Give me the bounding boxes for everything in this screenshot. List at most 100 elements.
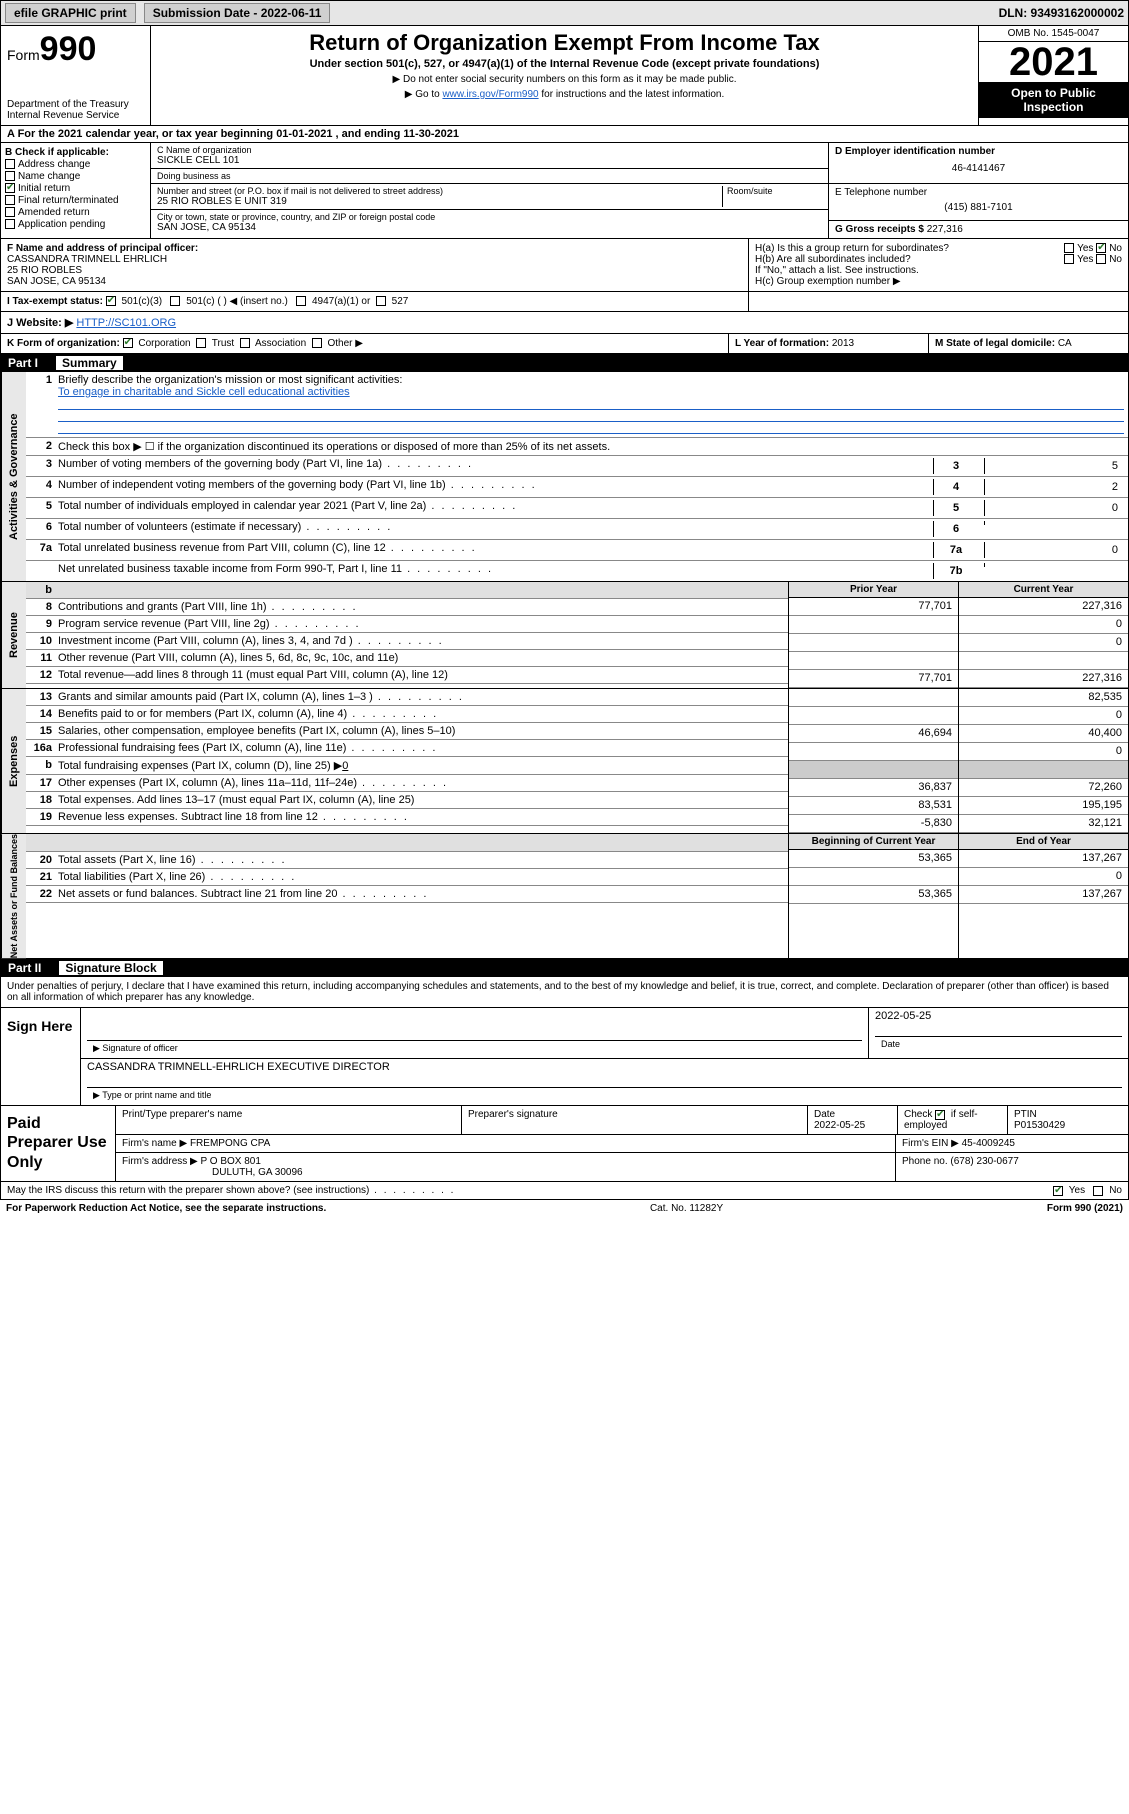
r10: Investment income (Part VIII, column (A)… — [58, 635, 784, 647]
firm-ein-label: Firm's EIN ▶ — [902, 1138, 959, 1149]
chk-discuss-yes[interactable] — [1053, 1186, 1063, 1196]
exp-p-19: -5,830 — [789, 815, 958, 833]
chk-501c[interactable] — [170, 296, 180, 306]
exp-p-14 — [789, 707, 958, 725]
chk-discuss-no[interactable] — [1093, 1186, 1103, 1196]
rev-p-9 — [789, 616, 958, 634]
q5-text: Total number of individuals employed in … — [58, 500, 927, 512]
r9: Program service revenue (Part VIII, line… — [58, 618, 784, 630]
row-i-tax-status: I Tax-exempt status: 501(c)(3) 501(c) ( … — [0, 292, 1129, 312]
exp-p-17: 36,837 — [789, 779, 958, 797]
room-label: Room/suite — [727, 186, 822, 196]
form-title: Return of Organization Exempt From Incom… — [161, 30, 968, 56]
side-expenses: Expenses — [1, 689, 26, 833]
website-link[interactable]: HTTP://SC101.ORG — [76, 317, 176, 329]
q1-text: Briefly describe the organization's miss… — [58, 374, 402, 386]
part1-header: Part I Summary — [0, 354, 1129, 372]
chk-501c3[interactable] — [106, 296, 116, 306]
ptin-label: PTIN — [1014, 1109, 1037, 1120]
a5: 0 — [984, 500, 1124, 516]
officer-street: 25 RIO ROBLES — [7, 265, 742, 276]
open-public-badge: Open to Public Inspection — [979, 82, 1128, 118]
row-a-period: A For the 2021 calendar year, or tax yea… — [0, 125, 1129, 143]
ha-question: H(a) Is this a group return for subordin… — [755, 243, 1122, 254]
part1-tag: Part I — [8, 356, 38, 370]
part2-title: Signature Block — [59, 961, 162, 975]
chk-amended[interactable]: Amended return — [5, 207, 146, 218]
exp-c-18: 195,195 — [959, 797, 1128, 815]
paperwork-notice: For Paperwork Reduction Act Notice, see … — [6, 1203, 326, 1214]
firm-phone: (678) 230-0677 — [950, 1156, 1018, 1167]
r14: Benefits paid to or for members (Part IX… — [58, 708, 784, 720]
hc-question: H(c) Group exemption number ▶ — [755, 276, 1122, 287]
ein-value: 46-4141467 — [835, 157, 1122, 180]
phone-value: (415) 881-7101 — [835, 198, 1122, 217]
r11: Other revenue (Part VIII, column (A), li… — [58, 652, 784, 664]
chk-corp[interactable] — [123, 338, 133, 348]
chk-self-employed[interactable] — [935, 1110, 945, 1120]
exp-p-18: 83,531 — [789, 797, 958, 815]
firm-name-label: Firm's name ▶ — [122, 1138, 187, 1149]
side-net: Net Assets or Fund Balances — [1, 834, 26, 958]
net-c-20: 137,267 — [959, 850, 1128, 868]
exp-c-15: 40,400 — [959, 725, 1128, 743]
part1-title: Summary — [56, 356, 123, 370]
chk-initial-return[interactable]: Initial return — [5, 183, 146, 194]
sig-date-label: Date — [875, 1036, 1122, 1051]
domicile-value: CA — [1058, 338, 1072, 349]
mission-text: To engage in charitable and Sickle cell … — [58, 386, 350, 398]
form-ref: Form 990 (2021) — [1047, 1203, 1123, 1214]
rev-c-10: 0 — [959, 634, 1128, 652]
part1-body: Activities & Governance 1 Briefly descri… — [0, 372, 1129, 959]
r16b: Total fundraising expenses (Part IX, col… — [58, 759, 784, 772]
hb-note: If "No," attach a list. See instructions… — [755, 265, 1122, 276]
exp-c-16a: 0 — [959, 743, 1128, 761]
chk-527[interactable] — [376, 296, 386, 306]
submission-date-button[interactable]: Submission Date - 2022-06-11 — [144, 3, 331, 23]
rev-c-8: 227,316 — [959, 598, 1128, 616]
prep-date: 2022-05-25 — [814, 1120, 865, 1131]
exp-c-19: 32,121 — [959, 815, 1128, 833]
chk-assoc[interactable] — [240, 338, 250, 348]
q2-text: Check this box ▶ ☐ if the organization d… — [58, 440, 1124, 453]
row-klm: K Form of organization: Corporation Trus… — [0, 334, 1129, 354]
q7b-text: Net unrelated business taxable income fr… — [58, 563, 927, 575]
prep-date-head: Date — [814, 1109, 835, 1120]
chk-address-change[interactable]: Address change — [5, 159, 146, 170]
efile-print-button[interactable]: efile GRAPHIC print — [5, 3, 136, 23]
identity-block: B Check if applicable: Address change Na… — [0, 143, 1129, 239]
sig-date: 2022-05-25 — [875, 1010, 1122, 1022]
form-number: Form990 — [7, 30, 144, 69]
chk-final-return[interactable]: Final return/terminated — [5, 195, 146, 206]
firm-addr2: DULUTH, GA 30096 — [212, 1167, 303, 1178]
q6-text: Total number of volunteers (estimate if … — [58, 521, 927, 533]
gross-label: G Gross receipts $ — [835, 224, 924, 235]
discuss-text: May the IRS discuss this return with the… — [7, 1185, 455, 1196]
firm-phone-label: Phone no. — [902, 1156, 948, 1167]
firm-addr1: P O BOX 801 — [201, 1156, 261, 1167]
chk-name-change[interactable]: Name change — [5, 171, 146, 182]
rev-c-11 — [959, 652, 1128, 670]
chk-trust[interactable] — [196, 338, 206, 348]
row-j-website: J Website: ▶ HTTP://SC101.ORG — [0, 312, 1129, 334]
org-name: SICKLE CELL 101 — [157, 155, 822, 166]
chk-other[interactable] — [312, 338, 322, 348]
street-value: 25 RIO ROBLES E UNIT 319 — [157, 196, 722, 207]
q7a-text: Total unrelated business revenue from Pa… — [58, 542, 927, 554]
r16a: Professional fundraising fees (Part IX, … — [58, 742, 784, 754]
goto-note: ▶ Go to www.irs.gov/Form990 for instruct… — [161, 89, 968, 100]
form-header: Form990 Department of the Treasury Inter… — [0, 26, 1129, 125]
sign-here-label: Sign Here — [1, 1008, 81, 1105]
city-value: SAN JOSE, CA 95134 — [157, 222, 822, 233]
part2-header: Part II Signature Block — [0, 959, 1129, 977]
q3-text: Number of voting members of the governin… — [58, 458, 927, 470]
r15: Salaries, other compensation, employee b… — [58, 725, 784, 737]
irs-form990-link[interactable]: www.irs.gov/Form990 — [442, 89, 538, 100]
org-name-label: C Name of organization — [157, 145, 822, 155]
chk-application-pending[interactable]: Application pending — [5, 219, 146, 230]
city-label: City or town, state or province, country… — [157, 212, 822, 222]
net-p-22: 53,365 — [789, 886, 958, 904]
firm-name: FREMPONG CPA — [190, 1138, 270, 1149]
chk-4947[interactable] — [296, 296, 306, 306]
officer-name: CASSANDRA TRIMNELL EHRLICH — [7, 254, 742, 265]
